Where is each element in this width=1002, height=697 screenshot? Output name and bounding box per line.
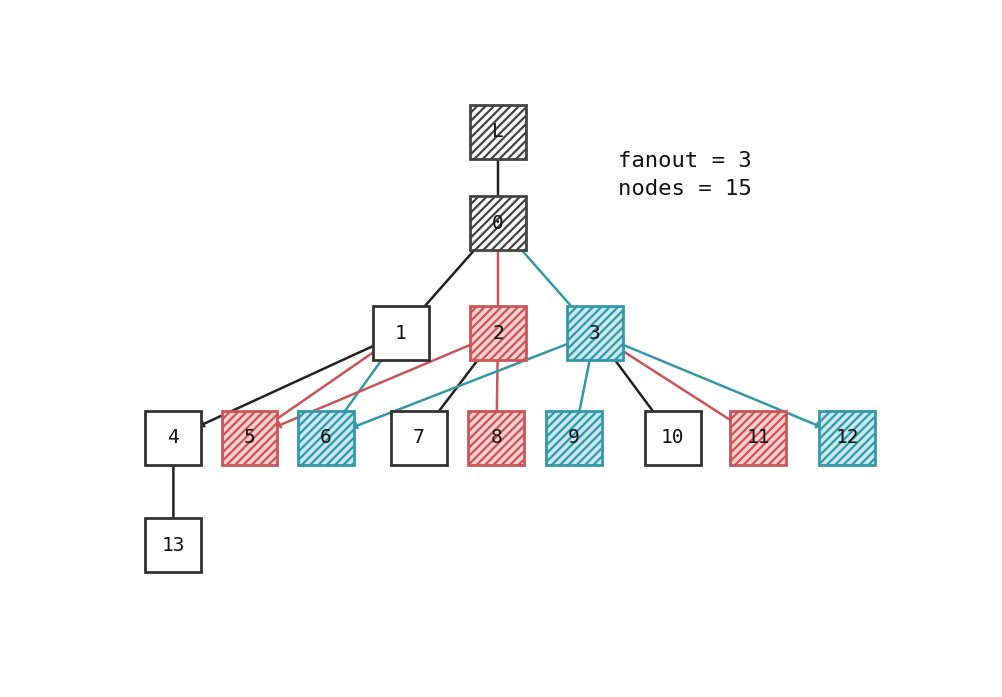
Text: 6: 6	[320, 429, 332, 447]
Bar	[470, 197, 526, 250]
Text: 5: 5	[243, 429, 256, 447]
Bar	[546, 411, 602, 465]
Bar	[145, 519, 201, 572]
Bar	[820, 411, 876, 465]
Bar	[730, 411, 787, 465]
Bar	[373, 307, 429, 360]
Text: 7: 7	[413, 429, 425, 447]
Text: 4: 4	[167, 429, 179, 447]
Text: 8: 8	[491, 429, 502, 447]
Text: 12: 12	[836, 429, 859, 447]
Text: 10: 10	[661, 429, 684, 447]
Text: fanout = 3
nodes = 15: fanout = 3 nodes = 15	[618, 151, 753, 199]
Bar	[145, 411, 201, 465]
Text: 11: 11	[746, 429, 770, 447]
Text: 2: 2	[492, 323, 504, 343]
Text: 1: 1	[395, 323, 407, 343]
Bar	[567, 307, 623, 360]
Bar	[644, 411, 700, 465]
Text: 9: 9	[568, 429, 580, 447]
Bar	[391, 411, 447, 465]
Text: 13: 13	[161, 536, 185, 555]
Bar	[298, 411, 354, 465]
Text: 3: 3	[589, 323, 601, 343]
Bar	[470, 105, 526, 159]
Bar	[469, 411, 524, 465]
Bar	[470, 307, 526, 360]
Text: L: L	[492, 123, 504, 141]
Bar	[221, 411, 278, 465]
Text: 0: 0	[492, 214, 504, 233]
